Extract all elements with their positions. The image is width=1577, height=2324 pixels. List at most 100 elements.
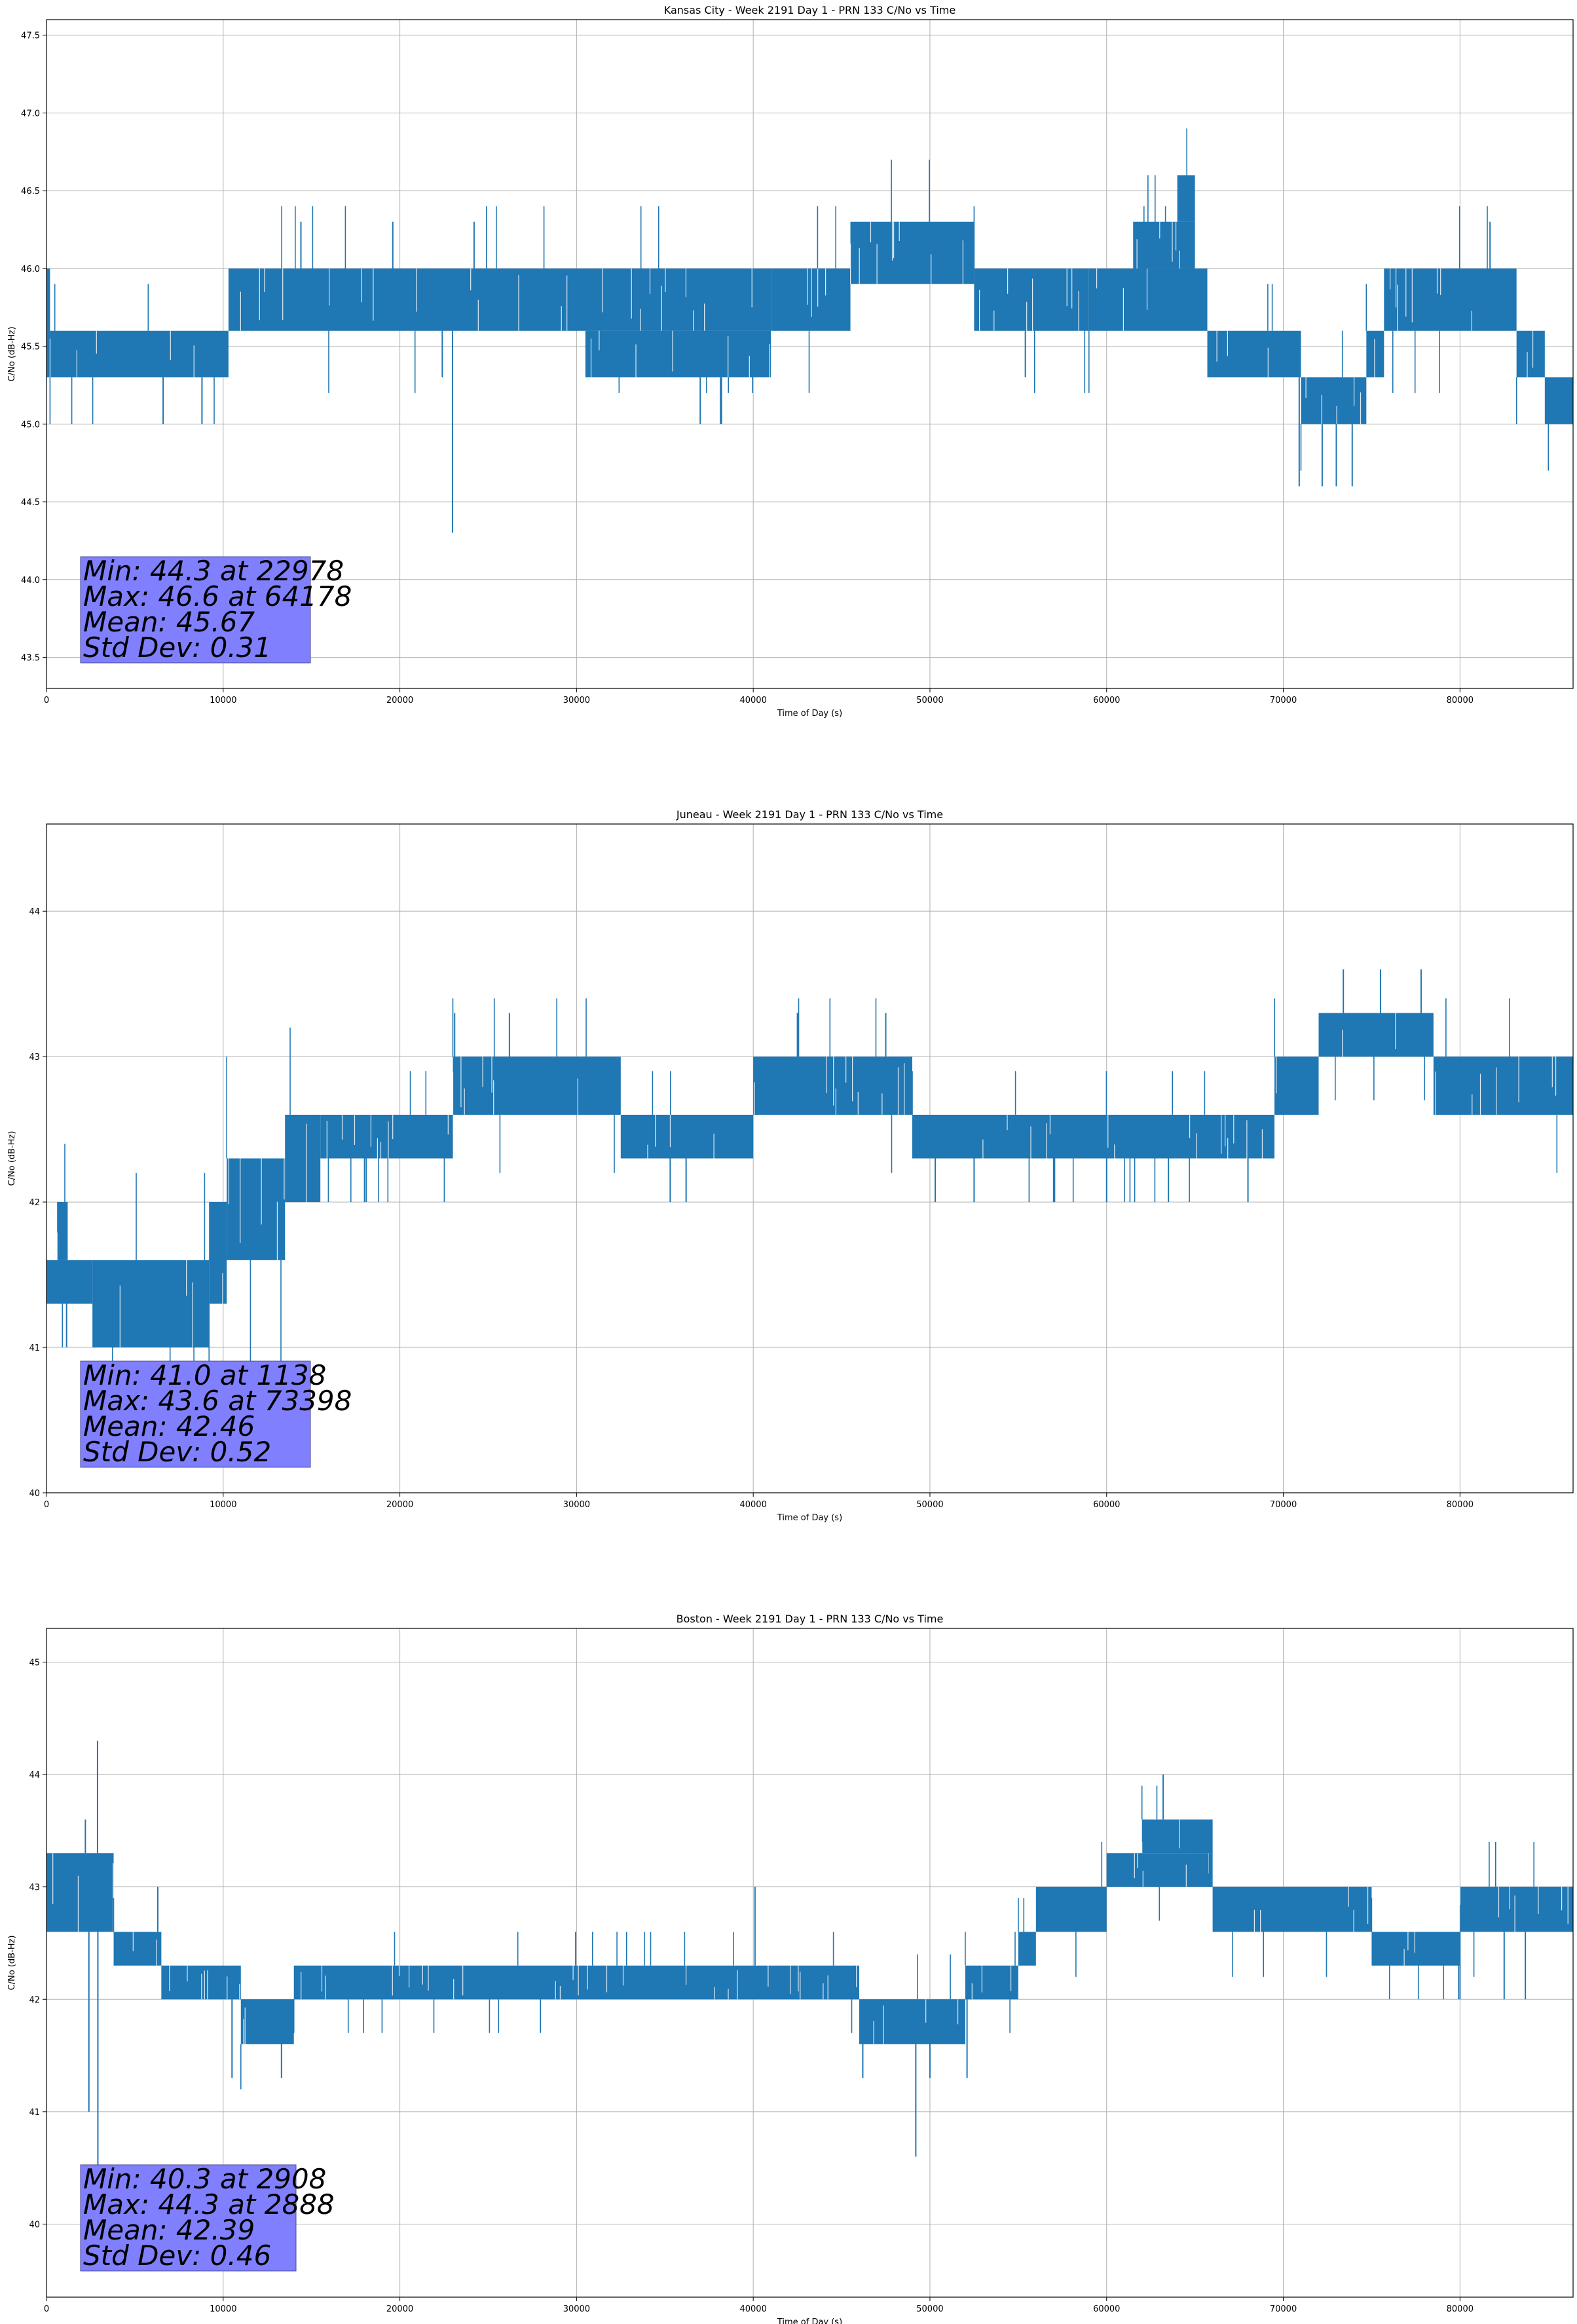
stats-line: Mean: 42.46 <box>83 1410 255 1442</box>
y-tick-label: 41 <box>29 2108 40 2118</box>
series-band <box>113 1932 162 1966</box>
x-tick-label: 10000 <box>210 1500 236 1510</box>
x-tick-label: 20000 <box>386 1500 413 1510</box>
series-gap-marks <box>1435 1057 1557 1115</box>
series-band <box>46 268 50 378</box>
series-band <box>293 1965 860 2000</box>
series-gap-marks <box>1459 1886 1568 1932</box>
stats-box <box>80 1360 311 1468</box>
series-band <box>965 1965 1018 2000</box>
y-tick-label: 44 <box>29 1771 40 1780</box>
series-gap-marks <box>754 1057 905 1115</box>
x-tick-label: 0 <box>44 2304 49 2314</box>
series-excursions <box>452 998 615 1173</box>
series-excursions <box>293 1932 853 2033</box>
series-excursions <box>965 1932 1016 2033</box>
data-series <box>46 969 1573 1435</box>
y-tick-label: 43 <box>29 1883 40 1893</box>
stats-line: Min: 44.3 at 22978 <box>83 555 344 587</box>
plot-frame <box>46 19 1574 689</box>
series-gap-marks <box>979 268 1079 331</box>
series-excursions <box>973 206 1086 393</box>
series-band <box>1106 1853 1213 1887</box>
series-band <box>1384 268 1517 331</box>
series-gap-marks <box>1342 1013 1396 1057</box>
x-tick-label: 80000 <box>1447 1500 1474 1510</box>
series-excursions <box>1445 998 1558 1173</box>
x-tick-label: 80000 <box>1447 696 1474 705</box>
series-band <box>161 1965 241 2000</box>
series-band <box>1274 1057 1319 1115</box>
series-excursions <box>808 206 836 393</box>
series-gap-marks <box>807 268 826 317</box>
series-excursions <box>1300 330 1343 471</box>
series-excursions <box>1335 1057 1426 1100</box>
series-band <box>1212 1886 1372 1932</box>
y-tick-label: 47.5 <box>21 31 40 41</box>
series-band <box>1207 330 1301 378</box>
y-tick-label: 46.0 <box>21 265 40 274</box>
plot-frame <box>46 1628 1574 2298</box>
stats-box <box>80 2164 297 2272</box>
series-band <box>771 268 851 331</box>
x-tick-label: 40000 <box>739 696 766 705</box>
series-gap-marks <box>132 1932 157 1966</box>
x-tick-label: 50000 <box>916 696 943 705</box>
x-tick-label: 60000 <box>1093 696 1120 705</box>
x-tick-label: 30000 <box>563 2304 590 2314</box>
series-excursions <box>798 998 893 1173</box>
y-axis-label: C/No (dB-Hz) <box>7 1131 17 1186</box>
stats-line: Min: 41.0 at 1138 <box>83 1359 326 1391</box>
series-gap-marks <box>228 1158 285 1260</box>
series-gap-marks <box>1390 268 1472 331</box>
x-tick-label: 50000 <box>916 2304 943 2314</box>
x-tick-label: 80000 <box>1447 2304 1474 2314</box>
series-band <box>1516 330 1545 378</box>
x-tick-label: 70000 <box>1270 1500 1297 1510</box>
series-band <box>620 1114 754 1159</box>
series-excursions <box>912 1071 1206 1203</box>
series-band <box>209 1202 227 1304</box>
y-tick-label: 44.0 <box>21 576 40 586</box>
data-series <box>46 1740 1573 2190</box>
series-gap-marks <box>49 330 195 378</box>
y-tick-label: 40 <box>29 2220 40 2230</box>
chart-title: Boston - Week 2191 Day 1 - PRN 133 C/No … <box>677 1613 944 1625</box>
chart-title: Kansas City - Week 2191 Day 1 - PRN 133 … <box>664 4 955 16</box>
series-band <box>285 1114 321 1203</box>
series-gap-marks <box>1403 1932 1415 1966</box>
series-band <box>320 1114 453 1159</box>
series-excursions <box>620 284 721 424</box>
stats-line: Mean: 45.67 <box>83 606 255 638</box>
series-band <box>1301 377 1367 424</box>
series-excursions <box>652 1071 671 1115</box>
series-band <box>92 1260 210 1348</box>
y-axis-label: C/No (dB-Hz) <box>7 1936 17 1991</box>
x-tick-label: 60000 <box>1093 2304 1120 2314</box>
stats-box <box>80 556 311 664</box>
series-band <box>1141 1819 1213 1854</box>
series-excursions <box>1018 1898 1025 1932</box>
stats-line: Min: 40.3 at 2908 <box>83 2163 326 2195</box>
series-band <box>1177 175 1195 222</box>
series-band <box>240 1999 294 2044</box>
stats-line: Mean: 42.39 <box>83 2214 255 2246</box>
series-excursions <box>1232 1932 1327 1977</box>
series-excursions <box>226 1057 282 1362</box>
series-gap-marks <box>1134 1853 1210 1887</box>
y-tick-label: 45.5 <box>21 343 40 352</box>
y-tick-label: 40 <box>29 1489 40 1499</box>
y-tick-label: 44 <box>29 907 40 917</box>
series-excursions <box>1473 1842 1534 1977</box>
series-band <box>1460 1886 1573 1932</box>
x-tick-label: 30000 <box>563 1500 590 1510</box>
x-tick-label: 20000 <box>386 696 413 705</box>
x-axis-label: Time of Day (s) <box>777 709 842 719</box>
x-tick-label: 50000 <box>916 1500 943 1510</box>
series-band <box>912 1114 1275 1159</box>
series-gap-marks <box>243 2007 246 2044</box>
x-tick-label: 70000 <box>1270 696 1297 705</box>
series-excursions <box>1132 175 1185 316</box>
series-gap-marks <box>1253 1886 1369 1932</box>
series-gap-marks <box>1216 330 1269 378</box>
